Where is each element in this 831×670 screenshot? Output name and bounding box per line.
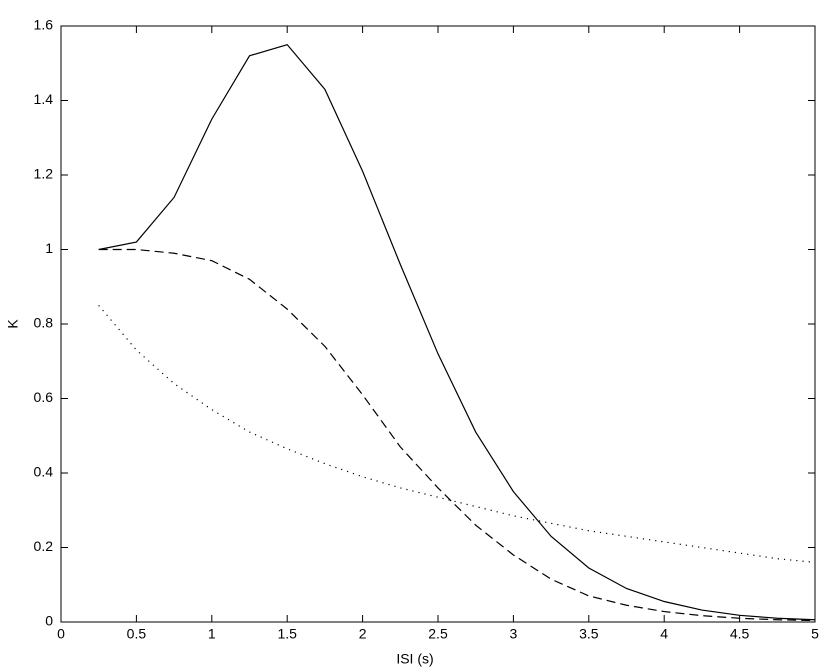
x-tick-label: 2 — [359, 626, 367, 642]
y-tick-label: 1.2 — [34, 166, 54, 182]
y-tick-label: 1.4 — [34, 91, 54, 107]
x-tick-label: 4.5 — [730, 626, 750, 642]
y-tick-label: 1 — [45, 240, 53, 256]
y-tick-label: 0.2 — [34, 538, 54, 554]
y-tick-label: 1.6 — [34, 17, 54, 33]
x-tick-label: 3.5 — [579, 626, 599, 642]
x-tick-label: 1 — [208, 626, 216, 642]
x-tick-label: 4 — [660, 626, 668, 642]
plot-frame — [60, 25, 816, 623]
x-tick-label: 0 — [57, 626, 65, 642]
x-tick-label: 5 — [811, 626, 819, 642]
y-tick-label: 0 — [45, 613, 53, 629]
line-series — [98, 304, 816, 563]
x-tick-label: 0.5 — [127, 626, 147, 642]
y-tick-label: 0.8 — [34, 315, 54, 331]
y-tick-label: 0.4 — [34, 464, 54, 480]
y-tick-label: 0.6 — [34, 389, 54, 405]
x-axis-label: ISI (s) — [396, 651, 433, 667]
y-axis-label: K — [5, 319, 21, 329]
x-tick-label: 3 — [510, 626, 518, 642]
x-tick-label: 2.5 — [428, 626, 448, 642]
line-series — [98, 248, 816, 622]
line-series — [98, 43, 816, 621]
x-tick-label: 1.5 — [277, 626, 297, 642]
